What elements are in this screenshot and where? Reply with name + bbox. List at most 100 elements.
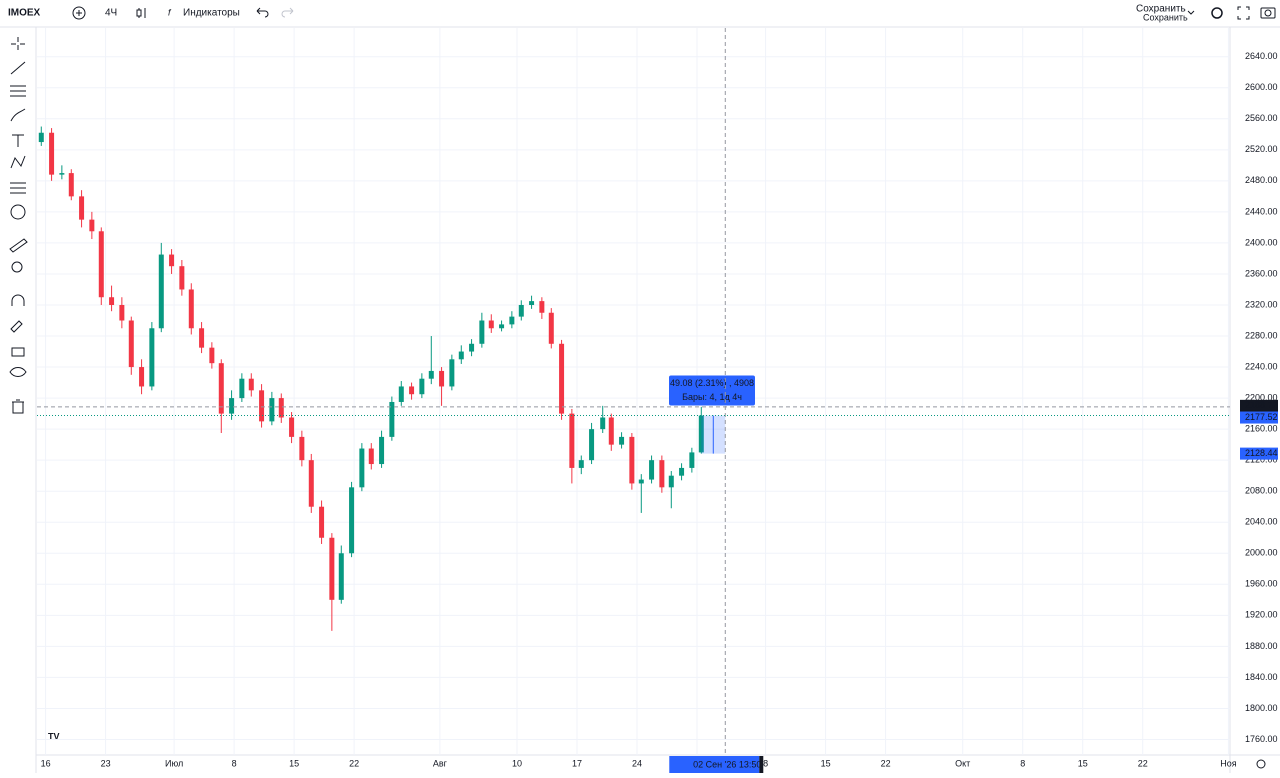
candle-body	[499, 324, 505, 329]
symbol[interactable]: IMOEX	[8, 8, 41, 19]
undo[interactable]	[256, 7, 269, 18]
candle-body	[559, 343, 565, 414]
candle-body	[329, 537, 335, 600]
candle-body	[49, 132, 55, 175]
chart-type-body	[136, 9, 142, 17]
y-tick-label: 2080.00	[1245, 486, 1278, 496]
x-tick-label: Ноя	[1220, 758, 1237, 768]
axis-settings[interactable]	[1256, 759, 1266, 769]
candle-body	[379, 436, 385, 465]
candle-body	[409, 386, 415, 395]
cursor-tool[interactable]	[11, 37, 25, 50]
y-tick-label: 2560.00	[1245, 113, 1278, 123]
candle-body	[419, 378, 425, 395]
candle-body	[619, 436, 625, 445]
lock-drawings[interactable]	[10, 320, 23, 333]
delete-tool[interactable]	[12, 399, 24, 414]
candle-body	[679, 467, 685, 476]
candle-body	[179, 266, 185, 290]
save-status: Сохранить	[1143, 12, 1188, 22]
y-tick-label: 2320.00	[1245, 299, 1278, 309]
candle-body	[169, 254, 175, 267]
candle-body	[698, 415, 704, 453]
measure-text: 49.08 (2.31%) , 4908	[670, 378, 754, 388]
candle-body	[98, 231, 104, 298]
candle-body	[469, 343, 475, 352]
line-tool[interactable]	[10, 61, 26, 75]
x-tick-label: 10	[512, 758, 522, 768]
x-tick-label: 24	[632, 758, 642, 768]
interval[interactable]: 4Ч	[105, 8, 117, 19]
brush-tool[interactable]	[10, 108, 26, 122]
zoom-tool[interactable]	[11, 261, 23, 273]
candle-body	[269, 398, 275, 422]
add-symbol-icon[interactable]	[72, 6, 86, 20]
candle-body	[259, 390, 265, 422]
indicators[interactable]: Индикаторы	[183, 8, 240, 19]
x-tick-label: 23	[101, 758, 111, 768]
candle-body	[689, 452, 695, 468]
candle-body	[488, 320, 494, 329]
text-tool[interactable]	[12, 134, 24, 147]
candle-body	[149, 328, 155, 387]
screenshot[interactable]	[1260, 7, 1276, 19]
grid	[37, 28, 1230, 755]
crosshair-time-label: 02 Сен '26 13:50	[693, 759, 761, 769]
candle-body	[458, 351, 464, 360]
y-tick-label: 2160.00	[1245, 424, 1278, 434]
candle-body	[600, 417, 606, 430]
y-tick-label: 2400.00	[1245, 237, 1278, 247]
candle-body	[79, 196, 85, 220]
candle-body	[428, 370, 434, 379]
measure-from-price-box	[1240, 447, 1278, 460]
measure-from-price: 2128.44	[1245, 448, 1278, 458]
x-tick-label: Июл	[165, 758, 183, 768]
y-tick-label: 2480.00	[1245, 175, 1278, 185]
candle-body	[368, 448, 374, 465]
redo[interactable]	[281, 7, 294, 18]
save-menu[interactable]	[1187, 10, 1195, 15]
x-tick-label: Авг	[433, 758, 448, 768]
candle-body	[518, 304, 524, 317]
fullscreen[interactable]	[1237, 6, 1250, 20]
plot	[38, 126, 704, 631]
y-tick-label: 1920.00	[1245, 610, 1278, 620]
hide-tool[interactable]	[9, 367, 27, 377]
top-bar	[0, 0, 1280, 27]
fib-tool[interactable]	[10, 85, 26, 97]
measure-to-price-box	[1240, 411, 1278, 424]
y-tick-label: 1960.00	[1245, 579, 1278, 589]
emoji-tool[interactable]	[10, 204, 26, 220]
candle-body	[139, 367, 145, 387]
candle-body	[308, 460, 314, 507]
settings[interactable]	[1211, 7, 1223, 19]
measure-tooltip	[669, 375, 755, 406]
y-tick-label: 1880.00	[1245, 641, 1278, 651]
y-tick-label: 1760.00	[1245, 734, 1278, 744]
x-tick-label: Окт	[955, 758, 970, 768]
candle-body	[289, 417, 295, 437]
candle-body	[119, 304, 125, 321]
candle-body	[668, 475, 674, 488]
y-tick-label: 1840.00	[1245, 672, 1278, 682]
candle-body	[338, 553, 344, 600]
add-symbol-plus	[76, 10, 82, 16]
x-tick-label: 15	[1078, 758, 1088, 768]
ruler-tool[interactable]	[9, 238, 28, 253]
indicators-icon[interactable]: f	[168, 7, 172, 17]
candle-body	[109, 297, 115, 305]
candle-body	[278, 398, 284, 418]
candle-body	[659, 460, 665, 488]
y-tick-label: 2200.00	[1245, 392, 1278, 402]
magnet-tool[interactable]	[11, 294, 25, 306]
lock-all[interactable]	[11, 347, 25, 357]
y-tick-label: 2640.00	[1245, 51, 1278, 61]
candle-body	[439, 370, 445, 387]
y-tick-label: 2360.00	[1245, 268, 1278, 278]
y-tick-label: 2000.00	[1245, 548, 1278, 558]
candle-body	[349, 487, 355, 554]
save-button[interactable]: Сохранить	[1136, 4, 1186, 15]
prediction-tool[interactable]	[10, 182, 26, 194]
candle-body	[359, 448, 365, 488]
pattern-tool[interactable]	[10, 155, 26, 169]
